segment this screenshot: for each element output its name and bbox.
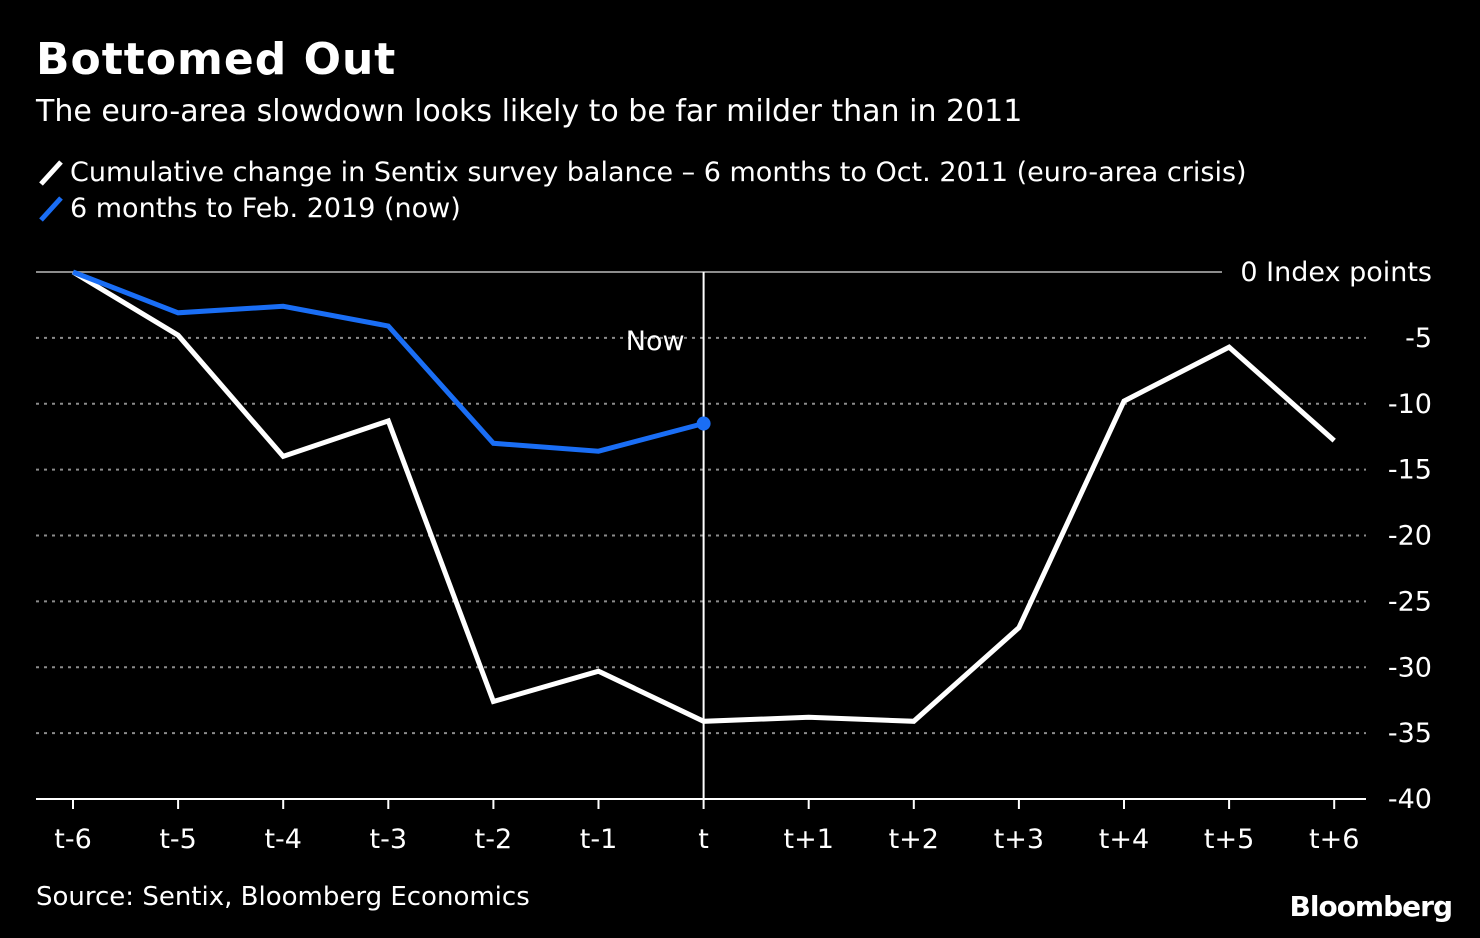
y-tick-label: -35 [1388, 718, 1432, 749]
x-tick-label: t-3 [370, 824, 408, 855]
now-label: Now [626, 326, 685, 357]
series-line-2019 [72, 269, 705, 454]
y-tick-label: -5 [1405, 323, 1432, 354]
y-tick-label: -25 [1388, 586, 1432, 617]
x-tick-label: t-6 [54, 824, 92, 855]
y-tick-label: -30 [1388, 652, 1432, 683]
chart-subtitle: The euro-area slowdown looks likely to b… [36, 94, 1023, 129]
x-tick-label: t+3 [994, 824, 1044, 855]
source-note: Source: Sentix, Bloomberg Economics [36, 882, 530, 912]
y-tick-label: -15 [1388, 455, 1432, 486]
x-tick-label: t+6 [1309, 824, 1359, 855]
series-line-2011 [71, 269, 1336, 724]
x-tick-label: t-4 [264, 824, 302, 855]
legend-label-2019: 6 months to Feb. 2019 (now) [70, 192, 461, 224]
series-2019-endpoint [696, 416, 711, 431]
x-tick-label: t+5 [1204, 824, 1254, 855]
legend-label-2011: Cumulative change in Sentix survey balan… [70, 156, 1247, 188]
x-tick-label: t-5 [159, 824, 197, 855]
bloomberg-logo: Bloomberg [1289, 890, 1453, 923]
legend-swatch-2011 [39, 160, 63, 186]
legend-item-2011: Cumulative change in Sentix survey balan… [36, 155, 1247, 189]
y-tick-label: -20 [1388, 521, 1432, 552]
x-tick-label: t [698, 824, 709, 855]
legend-item-2019: 6 months to Feb. 2019 (now) [36, 191, 461, 225]
x-tick-label: t-2 [475, 824, 513, 855]
x-tick-label: t-1 [580, 824, 618, 855]
y-tick-label: -10 [1388, 389, 1432, 420]
x-tick-label: t+2 [889, 824, 939, 855]
x-tick-label: t+1 [784, 824, 834, 855]
x-tick-label: t+4 [1099, 824, 1149, 855]
chart-title: Bottomed Out [36, 34, 397, 85]
y-tick-label: 0 Index points [1240, 257, 1432, 288]
y-tick-label: -40 [1388, 784, 1432, 815]
legend-swatch-2019 [39, 196, 63, 222]
